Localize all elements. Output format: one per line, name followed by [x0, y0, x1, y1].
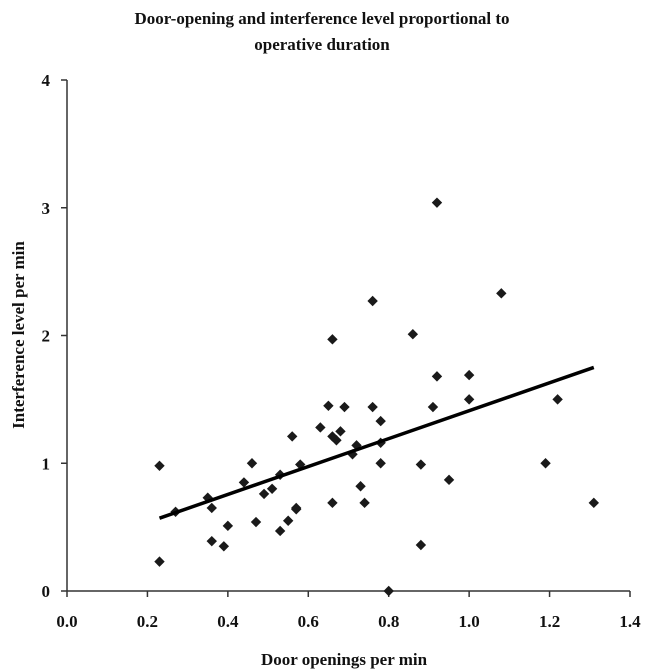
- data-point: [407, 329, 419, 340]
- data-point: [222, 520, 234, 532]
- y-tick-label: 3: [42, 199, 51, 218]
- x-tick-label: 1.0: [459, 612, 480, 631]
- data-point: [367, 295, 378, 307]
- data-point: [431, 197, 443, 208]
- chart-title-line-1: Door-opening and interference level prop…: [134, 9, 509, 28]
- data-point: [415, 459, 427, 470]
- data-point: [274, 525, 286, 537]
- data-point: [206, 502, 217, 514]
- x-tick-label: 0.2: [137, 612, 158, 631]
- data-points: [154, 197, 600, 597]
- x-tick-label: 1.4: [619, 612, 641, 631]
- data-point: [359, 497, 370, 509]
- data-point: [431, 371, 443, 382]
- y-axis-ticks: 0 1 2 3 4: [42, 71, 67, 601]
- x-tick-label: 0.4: [217, 612, 239, 631]
- data-point: [154, 460, 165, 472]
- data-point: [496, 288, 507, 299]
- data-point: [282, 515, 294, 526]
- data-point: [266, 483, 278, 494]
- data-point: [367, 401, 378, 413]
- data-point: [540, 458, 551, 469]
- data-point: [415, 539, 427, 551]
- data-point: [331, 435, 342, 446]
- data-point: [258, 488, 270, 500]
- data-point: [323, 400, 334, 411]
- data-point: [339, 401, 350, 413]
- data-point: [375, 415, 386, 427]
- data-point: [287, 431, 298, 442]
- trend-line: [158, 365, 595, 520]
- data-point: [427, 401, 439, 413]
- data-point: [463, 394, 475, 405]
- data-point: [335, 426, 346, 437]
- y-tick-label: 2: [42, 327, 51, 346]
- x-axis-ticks: 0.0 0.2 0.4 0.6 0.8 1.0 1.2 1.4: [56, 591, 641, 631]
- x-tick-label: 0.8: [378, 612, 399, 631]
- data-point: [375, 458, 386, 469]
- y-tick-label: 0: [42, 582, 51, 601]
- x-tick-label: 0.0: [56, 612, 77, 631]
- data-point: [218, 541, 230, 552]
- x-tick-label: 0.6: [298, 612, 319, 631]
- chart-title-line-2: operative duration: [254, 35, 390, 54]
- data-point: [463, 369, 475, 381]
- data-point: [238, 477, 250, 488]
- data-point: [250, 516, 262, 528]
- data-point: [291, 504, 302, 515]
- data-point: [327, 334, 338, 345]
- data-point: [383, 585, 394, 597]
- data-point: [246, 458, 258, 469]
- data-point: [206, 535, 217, 547]
- data-point: [588, 497, 600, 509]
- data-point: [552, 394, 563, 405]
- data-point: [154, 556, 165, 567]
- y-axis-label: Interference level per min: [9, 241, 28, 429]
- data-point: [443, 474, 455, 486]
- x-axis-label: Door openings per min: [261, 650, 428, 669]
- data-point: [315, 422, 326, 433]
- y-tick-label: 4: [42, 71, 51, 90]
- data-point: [355, 481, 366, 492]
- data-point: [202, 492, 213, 503]
- x-tick-label: 1.2: [539, 612, 560, 631]
- data-point: [327, 497, 338, 509]
- y-tick-label: 1: [42, 454, 51, 473]
